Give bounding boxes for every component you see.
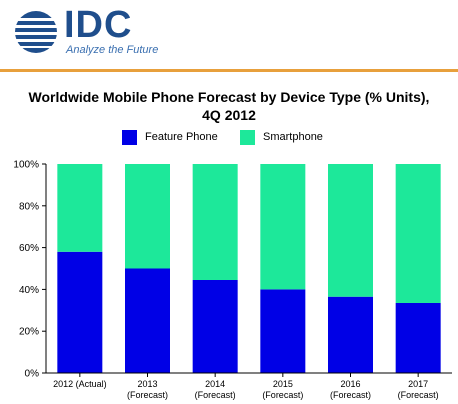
bar-feature-phone (395, 302, 441, 373)
chart-title-line-2: 4Q 2012 (202, 107, 256, 123)
x-tick-label: 2017 (408, 379, 428, 389)
bar-feature-phone (192, 279, 238, 373)
bar-smartphone (192, 164, 238, 280)
chart-legend: Feature Phone Smartphone (0, 130, 458, 146)
bar-feature-phone (328, 296, 373, 373)
x-tick-label: (Forecast) (195, 390, 236, 400)
bar-feature-phone (260, 289, 306, 373)
bar-smartphone (328, 164, 373, 297)
globe-icon (15, 11, 57, 53)
x-tick-label: 2012 (Actual) (53, 379, 107, 389)
y-tick-label: 40% (19, 285, 39, 296)
y-tick-label: 80% (19, 201, 39, 212)
y-tick-label: 60% (19, 243, 39, 254)
x-tick-label: (Forecast) (127, 390, 168, 400)
y-tick-label: 20% (19, 327, 39, 338)
logo-brand: IDC (64, 4, 133, 46)
bar-smartphone (395, 164, 441, 303)
legend-label-feature-phone: Feature Phone (145, 131, 218, 143)
legend-swatch-feature-phone (122, 130, 137, 145)
x-tick-label: 2013 (137, 379, 157, 389)
x-tick-label: (Forecast) (330, 390, 371, 400)
bar-feature-phone (125, 268, 170, 373)
bar-smartphone (125, 164, 170, 269)
bar-smartphone (57, 164, 103, 252)
x-tick-label: (Forecast) (398, 390, 439, 400)
y-tick-label: 0% (25, 369, 40, 380)
x-tick-label: 2015 (273, 379, 293, 389)
header-divider (0, 69, 458, 72)
x-tick-label: (Forecast) (262, 390, 303, 400)
chart-title: Worldwide Mobile Phone Forecast by Devic… (0, 88, 458, 124)
x-tick-label: 2016 (340, 379, 360, 389)
bar-smartphone (260, 164, 306, 290)
logo-area: IDC Analyze the Future (0, 0, 458, 66)
legend-label-smartphone: Smartphone (263, 131, 323, 143)
chart-title-line-1: Worldwide Mobile Phone Forecast by Devic… (28, 89, 430, 105)
y-tick-label: 100% (13, 160, 39, 171)
legend-swatch-smartphone (240, 130, 255, 145)
bar-feature-phone (57, 251, 103, 373)
logo-tagline: Analyze the Future (66, 44, 159, 56)
x-tick-label: 2014 (205, 379, 225, 389)
